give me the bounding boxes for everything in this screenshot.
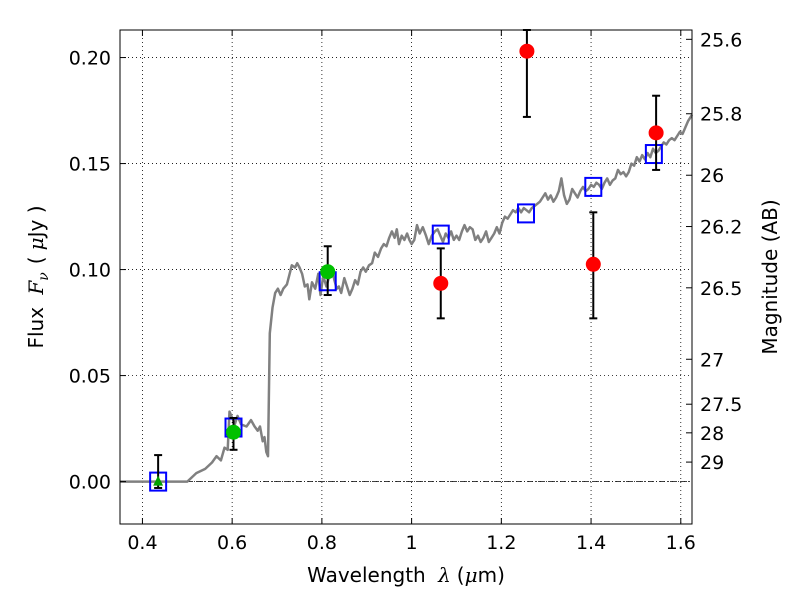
y-right-tick-label: 26: [700, 165, 724, 187]
y-right-tick-label: 25.8: [700, 104, 742, 126]
ticks: 0.4 0.6 0.8 1 1.2 1.4 1.6 0.00 0.05 0.10 0.15 0.20 2…: [69, 29, 743, 554]
observed-flux-point: [320, 264, 336, 280]
y-right-tick-label: 27.5: [700, 394, 742, 416]
model-flux-square: [644, 144, 663, 165]
observed-flux-point: [226, 424, 242, 440]
data-layer: [120, 29, 694, 492]
upper-limit-triangle: [153, 475, 164, 486]
y-tick-label: 0.15: [69, 154, 111, 176]
y-axis-title: Flux Fν(μJy ): [24, 205, 52, 348]
model-flux-square: [584, 176, 603, 197]
y-axis-right-title: Magnitude (AB): [758, 199, 782, 354]
y-right-tick-label: 29: [700, 452, 724, 474]
x-tick-label: 0.8: [307, 532, 337, 554]
y-tick-label: 0.10: [69, 260, 111, 282]
y-tick-label: 0.00: [69, 472, 111, 494]
observed-flux-point: [648, 125, 664, 141]
y-right-tick-label: 26.2: [700, 217, 742, 239]
model-flux-square: [517, 203, 536, 224]
y-right-tick-label: 26.5: [700, 278, 742, 300]
plot-frame: [119, 29, 693, 525]
observed-flux-point: [519, 43, 535, 59]
observed-flux-point: [585, 256, 601, 272]
plot-background: [120, 30, 692, 524]
x-tick-label: 0.6: [217, 532, 247, 554]
model-flux-square: [431, 224, 450, 245]
y-right-tick-label: 27: [700, 349, 724, 371]
observed-flux-point: [433, 275, 449, 291]
x-tick-label: 1.4: [576, 532, 606, 554]
y-right-tick-label: 28: [700, 423, 724, 445]
x-tick-label: 1: [406, 532, 418, 554]
y-right-tick-label: 25.6: [700, 29, 742, 51]
x-tick-label: 1.2: [486, 532, 516, 554]
x-tick-label: 0.4: [127, 532, 157, 554]
x-axis-title: Wavelength λ (μm): [307, 563, 505, 587]
y-tick-label: 0.05: [69, 366, 111, 388]
y-tick-label: 0.20: [69, 48, 111, 70]
x-tick-label: 1.6: [666, 532, 696, 554]
